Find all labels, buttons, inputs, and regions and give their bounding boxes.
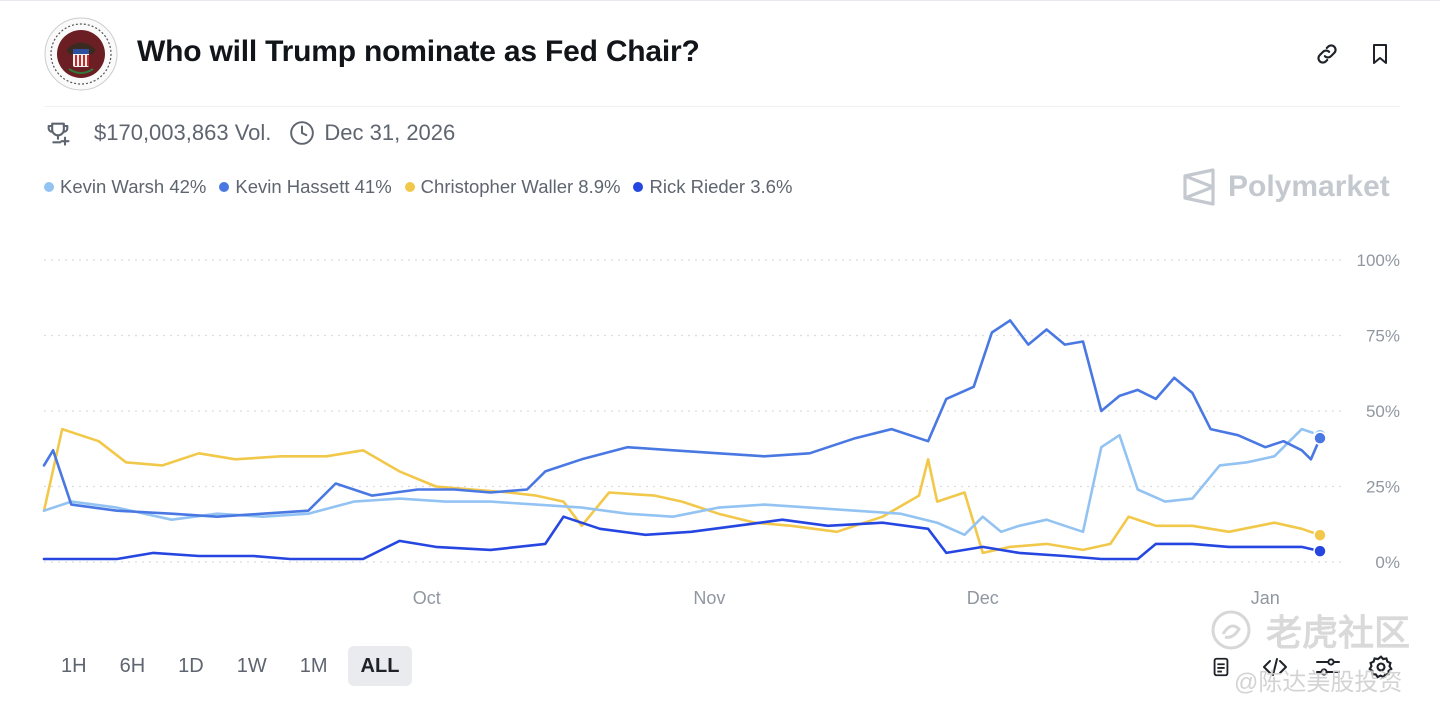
- legend-label: Kevin Warsh 42%: [60, 176, 207, 197]
- x-tick-label: Dec: [967, 588, 999, 608]
- volume-text: $170,003,863 Vol.: [94, 120, 272, 145]
- watermark-handle: @陈达美股投资: [1234, 669, 1403, 696]
- x-tick-label: Jan: [1251, 588, 1280, 608]
- time-range-selector: 1H 6H 1D 1W 1M ALL: [48, 646, 419, 686]
- legend-label: Rick Rieder 3.6%: [649, 176, 793, 197]
- series-line-rick-rieder: [42, 515, 1322, 561]
- y-axis-ticks: 100% 75% 50% 25% 0%: [1357, 251, 1400, 572]
- legend-item-rieder[interactable]: Rick Rieder 3.6%: [633, 176, 792, 198]
- legend-dot: [633, 182, 644, 192]
- range-1w-button[interactable]: 1W: [236, 654, 267, 677]
- legend-dot: [404, 182, 415, 192]
- x-tick-label: Nov: [693, 588, 725, 608]
- embed-code-icon[interactable]: [1260, 652, 1290, 682]
- series-layer: [42, 319, 1322, 561]
- polymarket-brand: Polymarket: [1182, 168, 1390, 206]
- grid-layer: [44, 259, 1342, 563]
- sliders-icon[interactable]: [1313, 652, 1343, 682]
- clock-icon: [289, 120, 315, 146]
- x-tick-label: Oct: [413, 588, 441, 608]
- range-all-button[interactable]: ALL: [347, 646, 413, 686]
- legend-item-warsh[interactable]: Kevin Warsh 42%: [44, 176, 206, 198]
- legend-label: Kevin Hassett 41%: [235, 176, 392, 197]
- range-1d-button[interactable]: 1D: [178, 654, 204, 677]
- legend-dot: [219, 182, 230, 192]
- range-6h-button[interactable]: 6H: [119, 654, 146, 677]
- end-markers: [1313, 428, 1327, 558]
- header-divider: [44, 106, 1400, 107]
- end-marker-kevin-hassett: [1313, 431, 1327, 445]
- series-line-christopher-waller: [42, 427, 1322, 555]
- price-history-chart: 100% 75% 50% 25% 0% Oct Nov Dec Jan: [42, 251, 1400, 608]
- trophy-icon: [44, 119, 72, 147]
- market-meta: $170,003,863 Vol. Dec 31, 2026: [44, 116, 455, 150]
- gear-icon[interactable]: [1366, 652, 1396, 682]
- legend-item-hassett[interactable]: Kevin Hassett 41%: [219, 176, 392, 198]
- link-icon[interactable]: [1311, 38, 1343, 70]
- y-tick-label: 50%: [1366, 402, 1400, 421]
- legend-item-waller[interactable]: Christopher Waller 8.9%: [404, 176, 621, 198]
- end-marker-rick-rieder: [1313, 544, 1327, 558]
- polymarket-logo-icon: [1183, 168, 1215, 206]
- y-tick-label: 0%: [1375, 553, 1400, 572]
- range-1h-button[interactable]: 1H: [61, 654, 87, 677]
- bookmark-icon[interactable]: [1364, 38, 1396, 70]
- federal-reserve-seal-icon: [44, 17, 118, 91]
- legend-label: Christopher Waller 8.9%: [420, 176, 621, 197]
- end-marker-christopher-waller: [1313, 528, 1327, 542]
- end-date-text: Dec 31, 2026: [324, 120, 456, 145]
- y-tick-label: 100%: [1357, 251, 1400, 270]
- brand-name: Polymarket: [1228, 170, 1390, 203]
- y-tick-label: 25%: [1366, 478, 1400, 497]
- page-title: Who will Trump nominate as Fed Chair?: [137, 35, 700, 68]
- watermark-emblem-icon: [1211, 610, 1251, 650]
- watermark-logo: 老虎社区: [1210, 604, 1410, 656]
- range-1m-button[interactable]: 1M: [299, 654, 328, 677]
- watermark-text: 老虎社区: [1266, 612, 1411, 653]
- series-line-kevin-hassett: [42, 319, 1322, 519]
- x-axis-ticks: Oct Nov Dec Jan: [413, 588, 1280, 608]
- legend-dot: [44, 182, 54, 192]
- document-icon[interactable]: [1206, 652, 1236, 682]
- top-border: [0, 0, 1440, 1]
- y-tick-label: 75%: [1366, 327, 1400, 346]
- series-line-kevin-warsh: [42, 427, 1322, 537]
- chart-legend: Kevin Warsh 42% Kevin Hassett 41% Christ…: [44, 176, 805, 198]
